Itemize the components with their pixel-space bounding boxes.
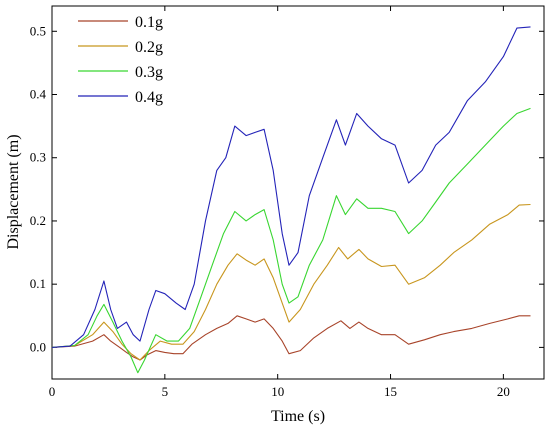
series-layer	[51, 26, 531, 374]
legend-label-0.1g: 0.1g	[135, 14, 163, 31]
x-tick-label: 5	[162, 384, 169, 399]
y-tick-label: 0.1	[30, 276, 46, 291]
plot-frame	[51, 5, 545, 380]
y-axis-title: Displacement (m)	[5, 134, 22, 249]
y-tick-label: 0.0	[30, 339, 46, 354]
x-tick-label: 10	[271, 384, 284, 399]
legend-label-0.4g: 0.4g	[135, 89, 163, 106]
x-axis-title: Time (s)	[271, 408, 325, 425]
x-tick-label: 0	[49, 384, 56, 399]
series-line-0.3g	[51, 107, 531, 374]
legend-label-0.3g: 0.3g	[135, 64, 163, 81]
y-tick-label: 0.5	[30, 23, 46, 38]
y-tick-label: 0.2	[30, 213, 46, 228]
legend: 0.1g 0.2g 0.3g 0.4g	[78, 14, 163, 106]
x-tick-label: 20	[497, 384, 510, 399]
axis-ticks: 0 5 10 15 20 0.0 0.1 0.2 0.3 0.4 0.5	[30, 6, 544, 399]
x-tick-label: 15	[384, 384, 397, 399]
y-tick-label: 0.4	[30, 87, 47, 102]
series-line-0.1g	[51, 315, 531, 361]
series-line-0.2g	[51, 203, 531, 361]
y-tick-label: 0.3	[30, 150, 46, 165]
legend-label-0.2g: 0.2g	[135, 39, 163, 56]
series-line-0.4g	[51, 26, 531, 348]
